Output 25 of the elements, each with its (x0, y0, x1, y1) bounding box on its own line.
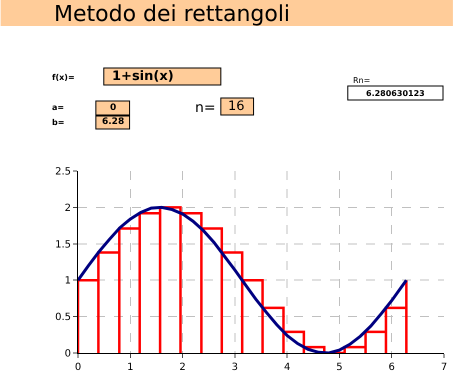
text: 16 (228, 99, 245, 114)
x-tick-label: 0 (74, 362, 82, 373)
y-tick-label: 0 (64, 348, 71, 360)
x-tick-label: 6 (388, 362, 395, 373)
x-tick-label: 3 (232, 362, 238, 373)
text: 6.28 (102, 117, 124, 127)
text: 0 (110, 103, 116, 113)
text: f(x)= (52, 73, 75, 82)
text: Rn= (353, 76, 370, 85)
x-tick-label: 2 (179, 362, 186, 373)
text: a= (52, 103, 64, 112)
text: n= (195, 100, 216, 116)
y-tick-label: 2 (64, 202, 71, 214)
y-tick-label: 1.5 (55, 239, 71, 250)
x-tick-label: 7 (440, 362, 448, 373)
x-tick-label: 1 (127, 362, 134, 373)
y-tick-label: 2.5 (55, 166, 71, 178)
chart-title: Metodo dei rettangoli (54, 2, 290, 27)
text: b= (52, 118, 64, 127)
y-tick-label: 0.5 (55, 312, 71, 324)
x-tick-label: 5 (336, 362, 343, 373)
y-tick-label: 1 (64, 276, 71, 287)
text: 1+sin(x) (112, 69, 174, 84)
text: 6.280630123 (366, 89, 425, 98)
x-tick-label: 4 (284, 362, 290, 373)
